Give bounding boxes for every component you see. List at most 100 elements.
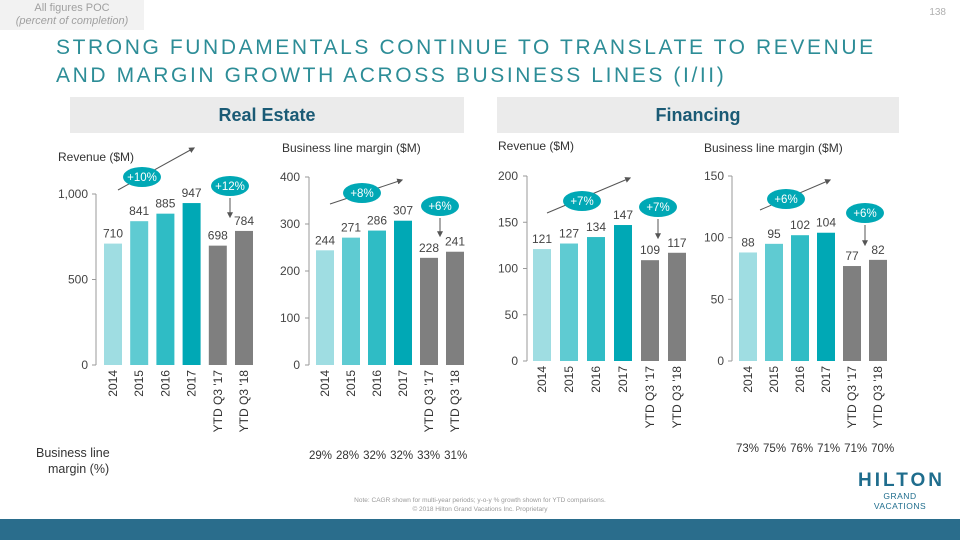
section-header-financing: Financing <box>497 97 899 133</box>
chart3-value-label: 127 <box>559 227 579 241</box>
chart3-cagr-label: +7% <box>570 196 593 208</box>
fin-margin-2017: 71% <box>817 443 841 455</box>
chart2-y-tick-label: 0 <box>293 358 300 372</box>
chart2-value-label: 286 <box>367 214 387 228</box>
chart2-category-label: 2014 <box>318 370 332 397</box>
chart4-bar <box>843 266 861 361</box>
chart2-y-tick-label: 400 <box>280 170 300 184</box>
poc-note-line1: All figures POC <box>34 2 110 14</box>
chart1-yoy-label: +12% <box>215 181 245 193</box>
chart1-y-tick-label: 500 <box>68 273 88 287</box>
chart4-title: Business line margin ($M) <box>704 141 843 155</box>
chart2-bar <box>420 257 438 365</box>
chart3-bar <box>668 252 686 361</box>
chart2-bar <box>342 237 360 365</box>
chart4-y-tick-label: 150 <box>704 169 724 183</box>
chart1-y-tick-label: 1,000 <box>58 187 88 201</box>
fin-margin-2015: 75% <box>763 443 787 455</box>
chart1-y-tick-label: 0 <box>81 358 88 372</box>
chart3-y-tick-label: 150 <box>498 215 518 229</box>
re-margin-row: 29% 28% 32% 32% 33% 31% <box>309 450 471 462</box>
chart2-category-label: 2015 <box>344 370 358 397</box>
chart4-value-label: 102 <box>790 218 810 232</box>
chart3-title: Revenue ($M) <box>498 139 574 153</box>
slide-title: STRONG FUNDAMENTALS CONTINUE TO TRANSLAT… <box>56 34 916 90</box>
bottom-bar <box>0 519 960 540</box>
chart4-y-tick-label: 0 <box>717 354 724 368</box>
chart3-y-tick-label: 0 <box>511 354 518 368</box>
footnote-copyright: © 2018 Hilton Grand Vacations Inc. Propr… <box>412 506 548 513</box>
chart1-bar <box>156 213 175 365</box>
fin-margin-row: 73% 75% 76% 71% 71% 70% <box>736 443 898 455</box>
chart3-y-tick-label: 50 <box>505 308 519 322</box>
chart3-value-label: 147 <box>613 208 633 222</box>
chart1-bar <box>235 230 253 365</box>
chart1-category-label: 2017 <box>185 370 199 397</box>
re-margin-2017: 32% <box>390 450 414 462</box>
bml-line2: margin (%) <box>48 462 110 476</box>
chart3-y-tick-label: 200 <box>498 169 518 183</box>
chart1-value-label: 947 <box>182 186 202 200</box>
chart3-value-label: 109 <box>640 243 660 257</box>
chart2-y-tick-label: 100 <box>280 311 300 325</box>
chart2-bar <box>394 220 412 365</box>
chart3-category-label: 2014 <box>535 366 549 393</box>
chart2-value-label: 241 <box>445 235 465 249</box>
re-margin-2016: 32% <box>363 450 387 462</box>
slide-title-line2: AND MARGIN GROWTH ACROSS BUSINESS LINES … <box>56 64 727 87</box>
chart2-category-label: YTD Q3 '17 <box>422 370 436 433</box>
chart4-category-label: YTD Q3 '18 <box>871 366 885 429</box>
chart1-title: Revenue ($M) <box>58 150 134 164</box>
re-margin-2014: 29% <box>309 450 333 462</box>
chart2-value-label: 244 <box>315 233 335 247</box>
fin-margin-2014: 73% <box>736 443 760 455</box>
chart1-category-label: YTD Q3 '17 <box>211 370 225 433</box>
chart3-value-label: 121 <box>532 232 552 246</box>
section-header-real-estate: Real Estate <box>70 97 464 133</box>
chart2-title: Business line margin ($M) <box>282 141 421 155</box>
chart1-bar <box>208 245 227 365</box>
chart4-bar <box>791 235 809 361</box>
chart4-bar <box>817 232 835 361</box>
fin-margin-ytd18: 70% <box>871 443 895 455</box>
chart1-yoy-bubble <box>211 176 249 196</box>
chart2-category-label: YTD Q3 '18 <box>448 370 462 433</box>
chart1-category-label: 2015 <box>132 370 146 397</box>
page-number: 138 <box>929 7 946 18</box>
slide-title-line1: STRONG FUNDAMENTALS CONTINUE TO TRANSLAT… <box>56 36 876 59</box>
chart2-bar <box>368 230 386 365</box>
chart3-bar <box>587 237 605 361</box>
re-margin-2015: 28% <box>336 450 360 462</box>
chart1-category-label: 2016 <box>158 370 172 397</box>
logo-line1: HILTON <box>858 470 945 491</box>
chart3-cagr-bubble <box>563 191 601 211</box>
chart2-bar <box>316 250 334 365</box>
chart4-category-label: YTD Q3 '17 <box>845 366 859 429</box>
chart4-cagr-label: +6% <box>774 194 797 206</box>
chart2-y-tick-label: 200 <box>280 264 300 278</box>
chart3-yoy-label: +7% <box>646 202 669 214</box>
chart2-category-label: 2017 <box>396 370 410 397</box>
chart2-cagr-label: +8% <box>350 188 373 200</box>
chart4-value-label: 88 <box>741 235 755 249</box>
chart3-yoy-bubble <box>639 197 677 217</box>
chart4-bar <box>869 259 887 361</box>
chart4-category-label: 2015 <box>767 366 781 393</box>
chart1-value-label: 710 <box>103 227 123 241</box>
chart1-bar <box>182 203 201 365</box>
chart3-y-tick-label: 100 <box>498 262 518 276</box>
chart1-bar <box>104 243 122 365</box>
chart4-value-label: 95 <box>767 227 781 241</box>
hilton-grand-vacations-logo: HILTON GRAND VACATIONS <box>858 470 945 512</box>
chart4-category-label: 2016 <box>793 366 807 393</box>
chart3-bar <box>560 243 578 361</box>
chart1-value-label: 885 <box>155 197 175 211</box>
poc-note-line2: (percent of completion) <box>15 15 129 27</box>
chart1-category-label: YTD Q3 '18 <box>237 370 251 433</box>
chart2-value-label: 307 <box>393 204 413 218</box>
chart3-bar <box>533 249 551 361</box>
poc-note-box: All figures POC (percent of completion) <box>0 0 144 30</box>
chart4-yoy-label: +6% <box>853 208 876 220</box>
chart1-category-label: 2014 <box>106 370 120 397</box>
